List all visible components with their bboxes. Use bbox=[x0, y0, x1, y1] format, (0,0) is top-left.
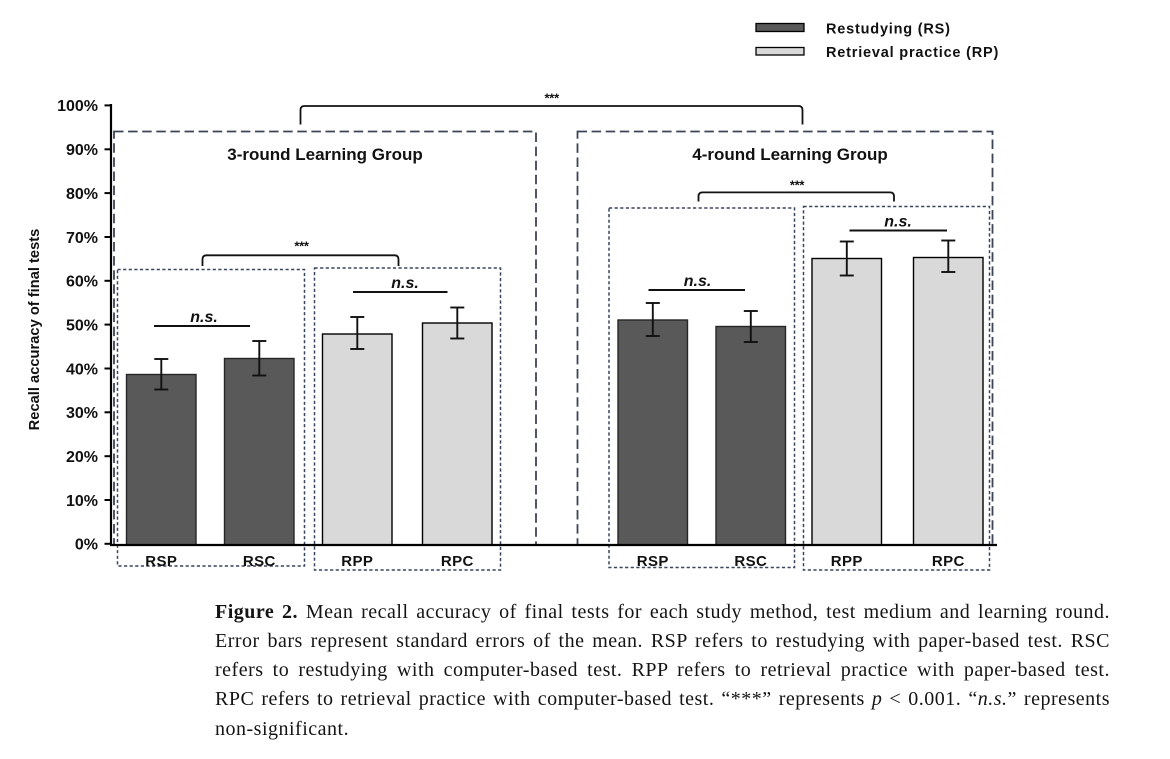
svg-text:Retrieval practice (RP): Retrieval practice (RP) bbox=[826, 45, 999, 61]
svg-text:Recall accuracy of final tests: Recall accuracy of final tests bbox=[27, 229, 43, 431]
svg-text:50%: 50% bbox=[66, 317, 98, 334]
svg-text:90%: 90% bbox=[66, 142, 98, 159]
svg-text:n.s.: n.s. bbox=[884, 214, 912, 231]
svg-text:3-round Learning Group: 3-round Learning Group bbox=[227, 145, 423, 164]
svg-text:RPP: RPP bbox=[831, 553, 863, 570]
svg-text:RPC: RPC bbox=[441, 553, 474, 570]
svg-text:RSC: RSC bbox=[243, 553, 276, 570]
svg-text:n.s.: n.s. bbox=[190, 309, 218, 326]
svg-text:0%: 0% bbox=[75, 537, 98, 554]
svg-text:n.s.: n.s. bbox=[684, 273, 712, 290]
svg-text:80%: 80% bbox=[66, 186, 98, 203]
svg-text:***: *** bbox=[545, 91, 561, 106]
svg-text:Restudying (RS): Restudying (RS) bbox=[826, 21, 951, 37]
svg-text:RSP: RSP bbox=[145, 553, 177, 570]
svg-text:***: *** bbox=[294, 239, 310, 254]
svg-text:20%: 20% bbox=[66, 449, 98, 466]
svg-text:RSP: RSP bbox=[637, 553, 669, 570]
svg-text:RSC: RSC bbox=[734, 553, 767, 570]
svg-text:4-round Learning Group: 4-round Learning Group bbox=[692, 145, 888, 164]
svg-text:RPC: RPC bbox=[932, 553, 965, 570]
svg-text:n.s.: n.s. bbox=[391, 275, 419, 292]
svg-text:30%: 30% bbox=[66, 405, 98, 422]
svg-text:***: *** bbox=[790, 177, 806, 192]
svg-text:60%: 60% bbox=[66, 274, 98, 291]
svg-text:10%: 10% bbox=[66, 493, 98, 510]
svg-text:40%: 40% bbox=[66, 361, 98, 378]
svg-text:100%: 100% bbox=[57, 98, 98, 115]
svg-text:RPP: RPP bbox=[341, 553, 373, 570]
svg-text:70%: 70% bbox=[66, 230, 98, 247]
